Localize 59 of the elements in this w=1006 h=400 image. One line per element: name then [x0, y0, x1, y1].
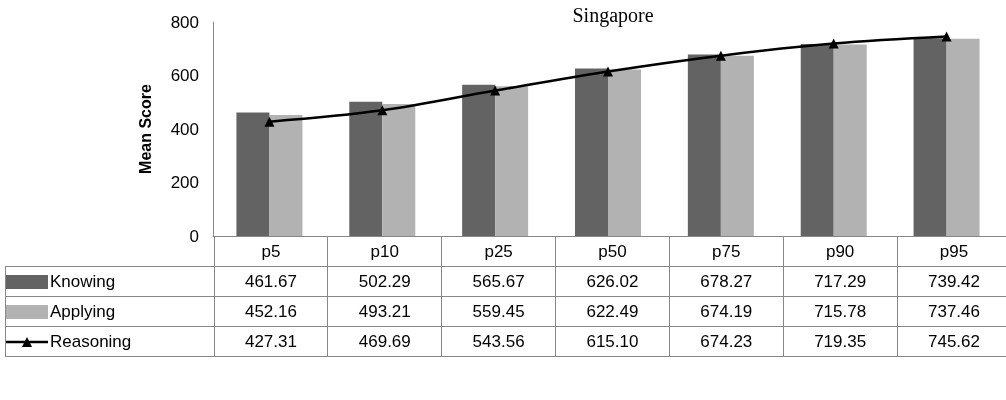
bar	[269, 115, 303, 236]
y-tick-label: 0	[189, 226, 199, 246]
point	[941, 31, 952, 42]
data-label: 493.21	[327, 296, 442, 327]
y-tick-label: 800	[170, 12, 199, 32]
data-label: 559.45	[441, 296, 556, 327]
bar	[382, 104, 416, 236]
legend-label: Reasoning	[50, 331, 132, 351]
bar	[687, 54, 721, 236]
x-tick-label: p5	[214, 236, 328, 267]
bar	[462, 84, 496, 236]
data-label: 565.67	[441, 266, 556, 297]
point	[264, 116, 275, 127]
data-label: 674.23	[669, 326, 784, 357]
data-label: 674.19	[669, 296, 784, 327]
data-label: 622.49	[555, 296, 670, 327]
data-label: 543.56	[441, 326, 556, 357]
bar	[720, 55, 754, 236]
x-tick-label: p10	[327, 236, 442, 267]
y-tick-label: 200	[170, 173, 199, 192]
legend-label: Knowing	[50, 271, 116, 291]
x-tick-label: p75	[669, 236, 784, 267]
y-tick-label: 600	[170, 66, 199, 85]
legend-label: Applying	[50, 301, 116, 321]
bar	[608, 69, 641, 236]
data-label: 461.67	[214, 266, 328, 297]
data-label: 469.69	[327, 326, 442, 357]
data-label: 626.02	[555, 266, 670, 297]
x-tick-label: p50	[555, 236, 670, 267]
x-tick-label: p90	[783, 236, 898, 267]
x-tick-label: p25	[441, 236, 556, 267]
point	[715, 50, 726, 61]
data-label: 427.31	[214, 326, 328, 357]
data-label: 739.42	[897, 266, 1006, 297]
bar	[833, 44, 867, 236]
y-axis-title: Mean Score	[136, 83, 154, 174]
data-label: 678.27	[669, 266, 784, 297]
x-tick-label: p95	[897, 236, 1006, 267]
y-tick-label: 400	[170, 119, 199, 139]
data-label: 717.29	[783, 266, 898, 297]
point	[603, 66, 613, 77]
point	[377, 105, 388, 116]
data-label: 745.62	[897, 326, 1006, 357]
bar	[913, 38, 947, 236]
bar	[800, 44, 834, 236]
data-label: 719.35	[783, 326, 898, 357]
bar	[349, 101, 383, 236]
bar	[236, 112, 270, 236]
data-label: 715.78	[783, 296, 898, 327]
bar	[575, 68, 608, 236]
data-label: 502.29	[327, 266, 442, 297]
bar	[495, 86, 529, 236]
data-label: 737.46	[897, 296, 1006, 327]
data-label: 452.16	[214, 296, 328, 327]
chart-title: Singapore	[572, 4, 654, 27]
point	[490, 85, 501, 96]
point	[828, 38, 839, 49]
data-label: 615.10	[555, 326, 670, 357]
bar	[946, 38, 980, 236]
